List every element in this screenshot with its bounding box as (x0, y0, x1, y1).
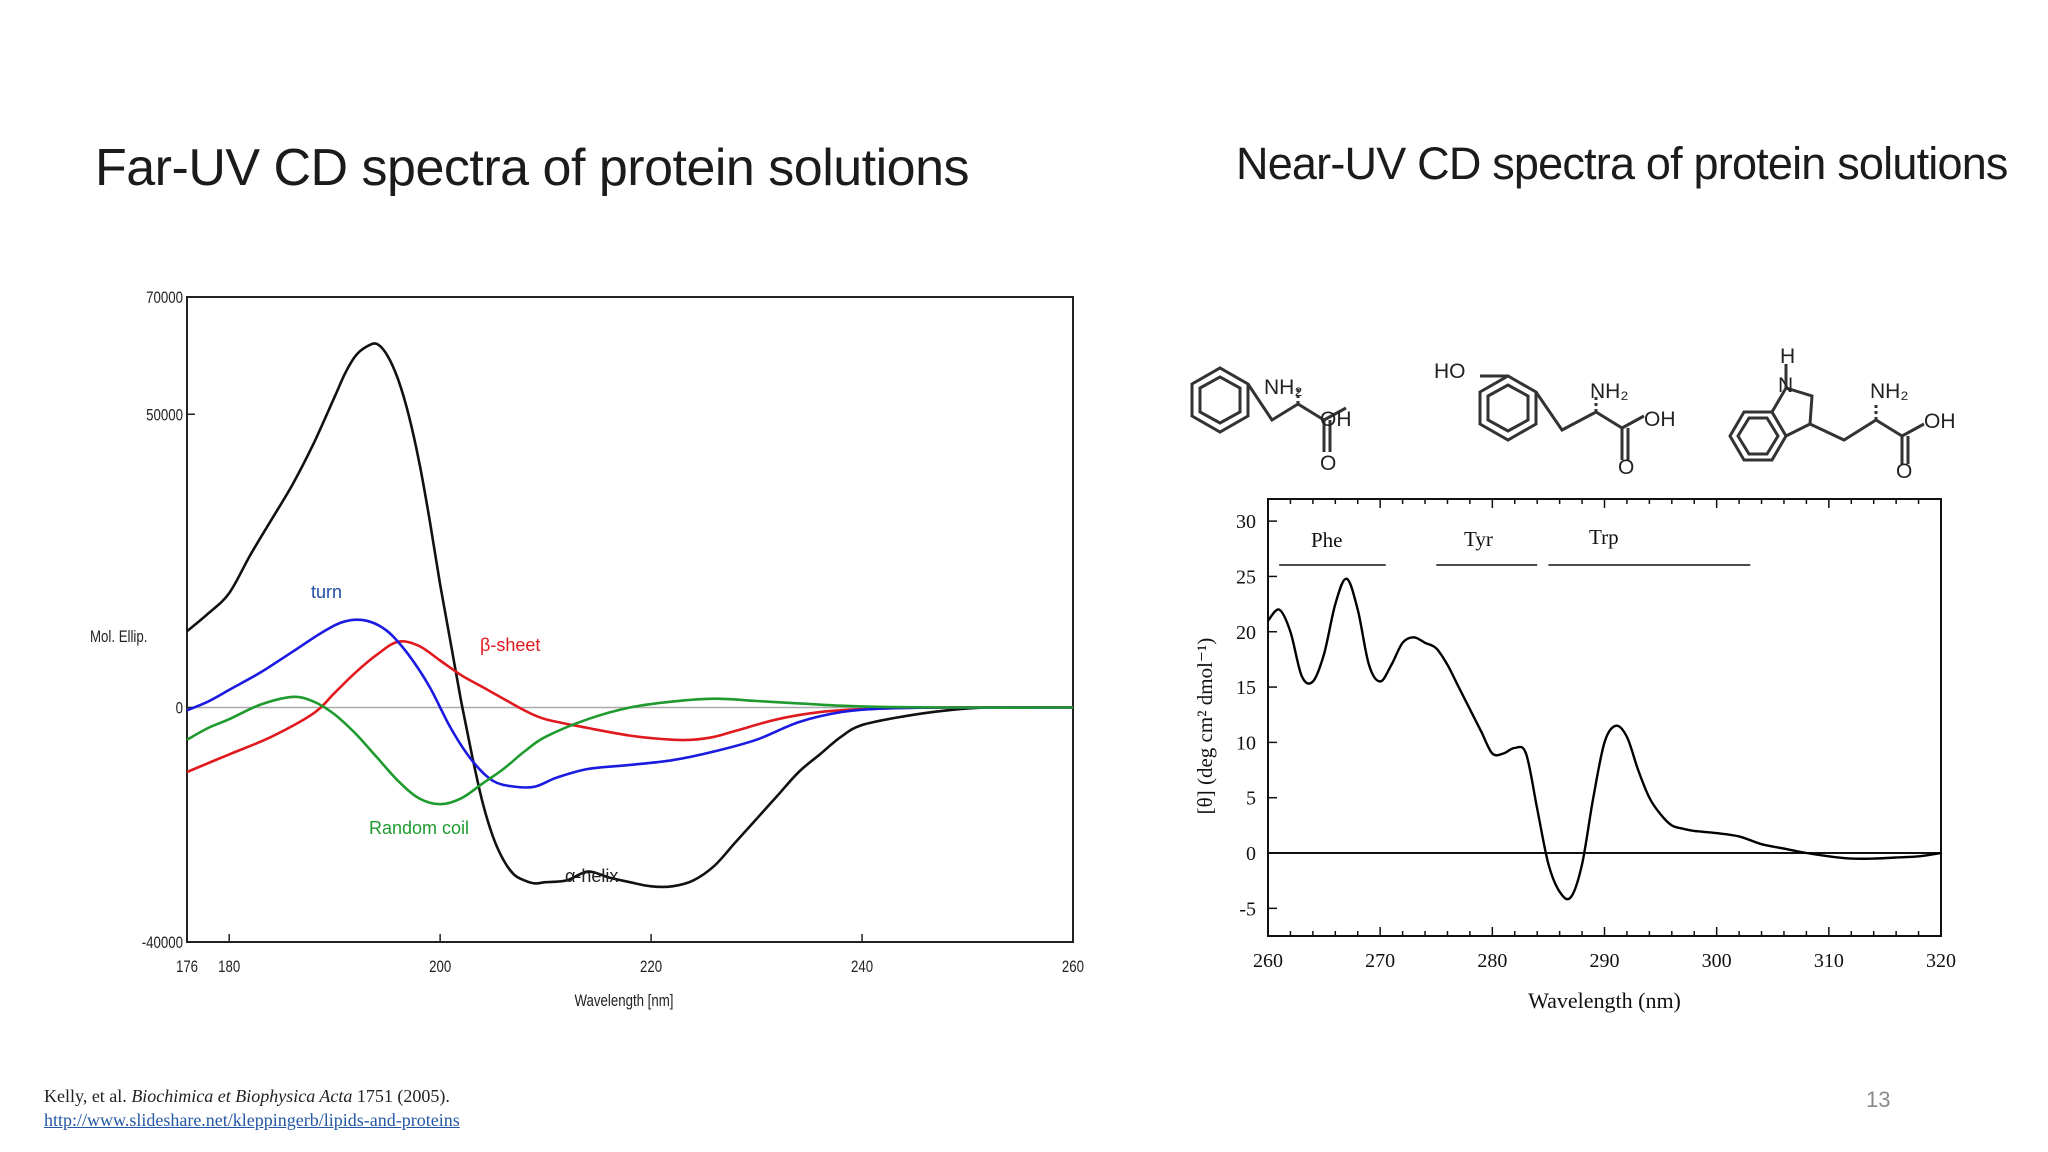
near-uv-y-tick-label: 30 (1236, 511, 1256, 533)
far-uv-series--helix (186, 342, 1073, 889)
far-uv-x-tick-label: 240 (851, 958, 873, 977)
phe-oh-label: OH (1320, 408, 1352, 431)
far-uv-series-random-coil (186, 695, 1074, 806)
trp-n-label: N (1778, 374, 1793, 397)
trp-o-label: O (1896, 460, 1912, 483)
near-uv-x-tick-label: 310 (1814, 950, 1844, 972)
far-uv-x-tick-label: 180 (218, 958, 240, 977)
near-uv-y-tick-label: 15 (1236, 677, 1256, 699)
label-random-coil: Random coil (369, 818, 469, 838)
near-uv-title: Near-UV CD spectra of protein solutions (1236, 138, 2008, 189)
near-uv-y-tick-label: 0 (1246, 843, 1256, 865)
citation-journal: Biochimica et Biophysica Acta (131, 1086, 353, 1106)
phe-nh2-label: NH₂ (1264, 376, 1302, 399)
far-uv-y-tick-label: 0 (176, 699, 183, 718)
citation-detail: 1751 (2005). (352, 1086, 450, 1106)
tyr-ho-label: HO (1434, 360, 1466, 383)
near-uv-y-tick-label: 5 (1246, 788, 1256, 810)
region-label-phe: Phe (1311, 528, 1343, 552)
tyr-o-label: O (1618, 456, 1634, 479)
label-alpha-helix: α-helix (565, 866, 618, 886)
tyr-nh2-label: NH₂ (1590, 380, 1628, 403)
far-uv-x-tick-label: 176 (176, 958, 198, 977)
near-uv-y-tick-label: 10 (1236, 732, 1256, 754)
far-uv-title: Far-UV CD spectra of protein solutions (95, 139, 970, 197)
near-uv-y-tick-label: 25 (1236, 566, 1256, 588)
page-number: 13 (1866, 1087, 1891, 1112)
region-label-tyr: Tyr (1464, 527, 1493, 551)
far-uv-y-tick-label: 70000 (146, 289, 183, 308)
near-uv-x-tick-label: 260 (1253, 950, 1283, 972)
far-uv-x-tick-label: 200 (429, 958, 451, 977)
near-uv-x-axis-label: Wavelength (nm) (1528, 988, 1681, 1013)
far-uv-x-tick-label: 260 (1062, 958, 1084, 977)
near-uv-spectrum-line (1267, 577, 1942, 901)
far-uv-x-axis-label: Wavelength [nm] (575, 992, 674, 1011)
citation: Kelly, et al. Biochimica et Biophysica A… (44, 1086, 450, 1107)
label-turn: turn (311, 582, 342, 602)
near-uv-x-tick-label: 280 (1477, 950, 1507, 972)
far-uv-series-turn (186, 618, 1074, 789)
tyr-oh-label: OH (1644, 408, 1676, 431)
far-uv-y-tick-label: 50000 (146, 406, 183, 425)
far-uv-y-tick-label: -40000 (142, 934, 183, 953)
near-uv-x-tick-label: 300 (1702, 950, 1732, 972)
region-label-trp: Trp (1589, 525, 1619, 549)
source-link[interactable]: http://www.slideshare.net/kleppingerb/li… (44, 1110, 460, 1130)
far-uv-plot-frame (186, 296, 1074, 943)
near-uv-y-axis-label: [θ] (deg cm² dmol⁻¹) (1193, 638, 1217, 815)
tyrosine-structure (1478, 374, 1645, 460)
label-beta-sheet: β-sheet (480, 635, 540, 655)
near-uv-x-tick-label: 270 (1365, 950, 1395, 972)
trp-h-label: H (1780, 345, 1795, 368)
phe-o-label: O (1320, 452, 1336, 475)
near-uv-y-tick-label: -5 (1239, 898, 1256, 920)
trp-oh-label: OH (1924, 410, 1956, 433)
far-uv-x-tick-label: 220 (640, 958, 662, 977)
citation-authors: Kelly, et al. (44, 1086, 132, 1106)
far-uv-series--sheet (186, 640, 1074, 774)
near-uv-x-tick-label: 320 (1926, 950, 1956, 972)
near-uv-y-tick-label: 20 (1236, 622, 1256, 644)
far-uv-y-axis-label: Mol. Ellip. (90, 628, 147, 647)
phenylalanine-structure (1190, 366, 1347, 452)
near-uv-x-tick-label: 290 (1590, 950, 1620, 972)
trp-nh2-label: NH₂ (1870, 380, 1908, 403)
tryptophan-structure (1728, 364, 1925, 464)
